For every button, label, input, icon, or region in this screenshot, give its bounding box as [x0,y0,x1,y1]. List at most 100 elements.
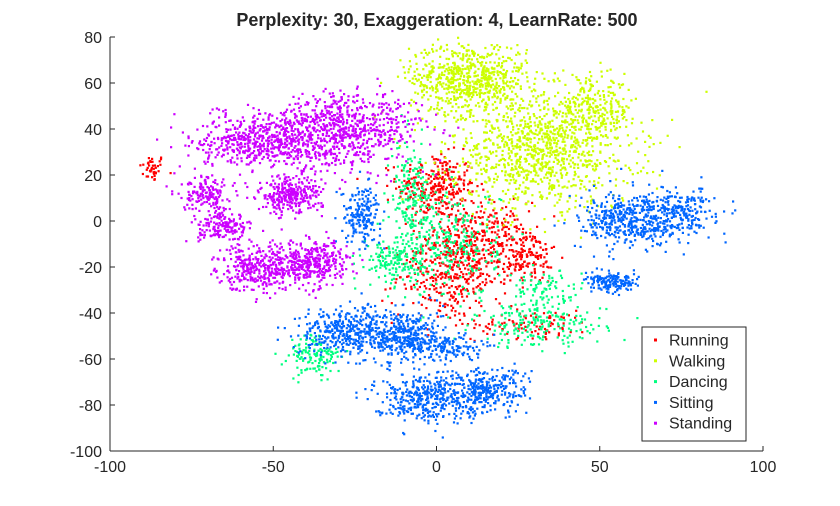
data-point [425,258,428,261]
data-point [419,208,422,211]
data-point [413,186,416,190]
data-point [439,191,442,194]
data-point [511,249,514,252]
data-point [444,235,448,238]
data-point [561,120,564,123]
data-point [593,93,597,96]
data-point [517,68,520,72]
data-point [433,338,436,341]
data-point [433,299,436,302]
data-point [320,374,323,377]
data-point [489,253,492,256]
data-point [432,244,435,247]
data-point [484,69,487,72]
data-point [393,287,396,290]
data-point [515,124,519,127]
data-point [422,190,425,193]
data-point [416,268,419,271]
data-point [463,75,466,78]
data-point [529,171,533,174]
data-point [367,313,370,316]
data-point [373,216,376,219]
data-point [519,145,522,148]
data-point [456,162,459,165]
data-point [356,177,359,180]
data-point [437,254,441,257]
data-point [456,190,459,193]
data-point [413,331,416,335]
data-point [429,108,432,111]
data-point [358,254,362,257]
data-point [363,239,366,243]
data-point [548,122,551,125]
data-point [346,333,349,337]
data-point [486,262,489,265]
data-point [400,320,403,323]
data-point [478,89,482,92]
data-point [521,233,524,236]
data-point [493,67,496,70]
data-point [573,140,576,143]
data-point [551,170,554,174]
data-point [611,115,614,118]
data-point [595,128,599,131]
data-point [519,67,522,70]
data-point [390,262,393,265]
data-point [567,314,570,317]
data-point [419,81,422,84]
data-point [465,85,469,88]
data-point [421,204,424,207]
data-point [490,124,493,127]
data-point [430,205,434,208]
data-point [512,173,515,177]
data-point [464,240,467,243]
data-point [504,159,507,162]
data-point [364,188,367,191]
data-point [467,160,470,164]
data-point [622,112,625,115]
data-point [470,153,473,157]
data-point [323,347,326,350]
data-point [388,247,391,250]
data-point [467,183,470,186]
data-point [368,258,371,261]
data-point [321,315,325,318]
data-point [512,125,515,128]
data-point [510,151,513,154]
data-point [534,170,537,173]
data-point [521,279,524,282]
data-point [601,120,604,123]
data-point [443,343,446,346]
data-point [448,91,451,94]
data-point [560,124,563,127]
series-sitting [276,167,737,439]
data-point [518,228,521,231]
data-point [499,88,503,91]
data-point [456,97,459,100]
data-point [447,215,451,219]
data-point [340,330,343,333]
data-point [338,312,341,315]
data-point [596,340,599,343]
data-point [382,340,385,343]
data-point [469,67,472,70]
data-point [581,337,584,340]
data-point [561,157,564,160]
data-point [496,250,499,253]
data-point [480,168,483,171]
data-point [472,93,475,97]
data-point [394,236,397,239]
data-point [532,343,536,346]
data-point [533,312,536,315]
data-point [554,311,557,314]
data-point [550,322,553,325]
data-point [494,212,497,215]
data-point [507,233,510,236]
data-point [573,126,576,129]
data-point [529,125,532,128]
data-point [430,268,434,271]
data-point [532,157,535,160]
data-point [460,292,463,295]
data-point [566,200,569,203]
data-point [416,108,419,111]
